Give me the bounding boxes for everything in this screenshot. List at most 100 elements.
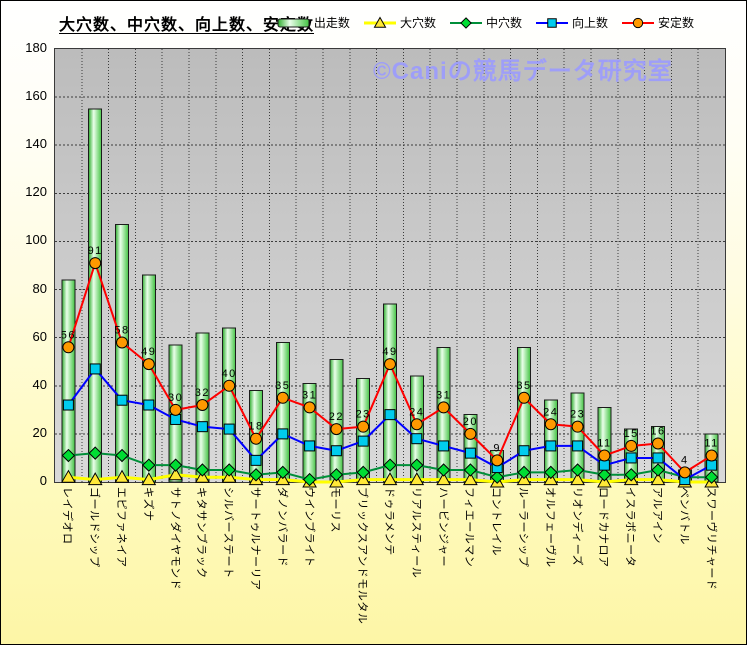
- triangle-marker: [87, 472, 103, 486]
- circle-marker: [223, 379, 236, 392]
- x-axis-category-label: エピファネイア: [115, 487, 127, 568]
- diamond-marker: [490, 470, 504, 484]
- chart-title: 大穴数、中穴数、向上数、安定数: [59, 17, 315, 34]
- diamond-marker: [329, 468, 344, 482]
- circle-marker: [437, 401, 450, 414]
- triangle-marker: [570, 472, 585, 486]
- x-axis-category-label: アルアイン: [651, 487, 663, 544]
- diamond-marker: [460, 16, 472, 29]
- bar: [517, 346, 531, 483]
- y-axis-tick-label: 120: [25, 184, 47, 200]
- y-axis-tick-label: 140: [25, 136, 47, 152]
- circle-marker: [142, 358, 155, 371]
- diamond-marker: [168, 458, 183, 472]
- square-marker: [438, 440, 450, 452]
- x-axis-category-label: フィエールマン: [463, 487, 476, 568]
- y-axis-tick-label: 40: [32, 376, 47, 392]
- legend-label: 大穴数: [399, 16, 436, 30]
- circle-marker: [250, 432, 262, 445]
- square-marker: [547, 17, 557, 28]
- diamond-marker: [704, 470, 719, 484]
- square-marker: [330, 445, 342, 457]
- bar: [275, 341, 290, 483]
- square-marker: [196, 421, 208, 433]
- y-axis-tick-label: 80: [32, 280, 47, 296]
- triangle-marker: [382, 472, 398, 486]
- diamond-marker: [436, 463, 451, 477]
- y-axis-tick-label: 0: [39, 473, 47, 488]
- data-label: 18: [248, 421, 263, 433]
- triangle-marker: [61, 469, 76, 483]
- bar: [115, 224, 129, 483]
- bar: [383, 303, 397, 483]
- data-label: 56: [61, 329, 76, 341]
- x-axis-category-label: サトノダイヤモンド: [168, 487, 181, 591]
- square-marker: [652, 452, 664, 464]
- x-axis-category-label: イスラボニータ: [624, 487, 637, 568]
- diamond-marker: [276, 465, 290, 480]
- legend-item-出走数: 出走数: [277, 14, 350, 31]
- x-axis-category-label: キズナ: [141, 487, 154, 522]
- x-axis-category-label: リアルスティール: [409, 487, 422, 579]
- square-marker: [304, 440, 316, 452]
- data-label: 31: [436, 389, 451, 401]
- x-axis-category-label: ルーラーシップ: [517, 487, 529, 568]
- legend-swatch: [535, 17, 568, 28]
- square-marker: [116, 394, 128, 406]
- y-axis-tick-label: 20: [32, 424, 47, 440]
- data-label: 58: [114, 324, 129, 336]
- y-axis-tick-label: 160: [25, 88, 47, 104]
- data-label: 40: [222, 368, 237, 380]
- data-label: 35: [275, 380, 290, 392]
- triangle-marker: [409, 472, 425, 486]
- triangle-marker: [436, 472, 451, 486]
- square-marker: [518, 445, 530, 457]
- data-label: 11: [704, 438, 718, 450]
- legend-label: 中穴数: [485, 16, 522, 30]
- data-label: 4: [681, 454, 689, 466]
- square-marker: [411, 433, 423, 445]
- square-marker: [250, 454, 262, 466]
- circle-marker: [410, 418, 423, 431]
- x-axis-category-label: ベンバトル: [677, 487, 690, 545]
- circle-marker: [518, 391, 530, 404]
- square-marker: [277, 428, 289, 440]
- circle-marker: [491, 454, 504, 467]
- data-label: 49: [141, 346, 156, 358]
- x-axis-category-label: リオンディーズ: [570, 487, 583, 567]
- circle-marker: [357, 420, 370, 433]
- diamond-marker: [570, 463, 585, 477]
- x-axis-category-label: ロードカナロア: [597, 487, 610, 568]
- data-label: 91: [88, 245, 103, 257]
- square-marker: [598, 459, 610, 471]
- legend-label: 向上数: [571, 16, 608, 30]
- square-marker: [89, 363, 101, 375]
- plot-area: 56 91 58 49 30 32 40 18 35 31 22 23 49 24 31 20 9 35 24 23 1…: [54, 48, 726, 488]
- legend-item-中穴数: 中穴数: [449, 14, 522, 31]
- diamond-marker: [222, 463, 236, 477]
- triangle-marker: [168, 467, 183, 481]
- y-axis-tick-label: 60: [32, 328, 47, 344]
- data-label: 22: [329, 411, 344, 423]
- square-marker: [572, 440, 584, 452]
- circle-marker: [276, 391, 289, 404]
- x-axis-category-label: ゴールドシップ: [88, 487, 101, 568]
- x-axis-category-label: モーリス: [329, 487, 342, 533]
- diamond-marker: [356, 465, 370, 480]
- data-label: 23: [356, 409, 371, 421]
- x-axis-category-label: ドゥラメンテ: [383, 487, 395, 556]
- square-marker: [223, 423, 235, 435]
- diamond-marker: [410, 458, 424, 472]
- circle-marker: [598, 449, 611, 462]
- square-marker: [357, 435, 369, 447]
- data-label: 32: [195, 387, 210, 399]
- y-axis-tick-label: 100: [25, 232, 47, 248]
- legend-swatch: [621, 17, 654, 28]
- legend-label: 安定数: [657, 16, 694, 30]
- diamond-marker: [249, 468, 263, 482]
- square-marker: [464, 447, 476, 459]
- diamond-marker: [195, 463, 210, 477]
- diamond-marker: [517, 465, 531, 480]
- x-axis-category-label: キタサンブラック: [195, 487, 208, 579]
